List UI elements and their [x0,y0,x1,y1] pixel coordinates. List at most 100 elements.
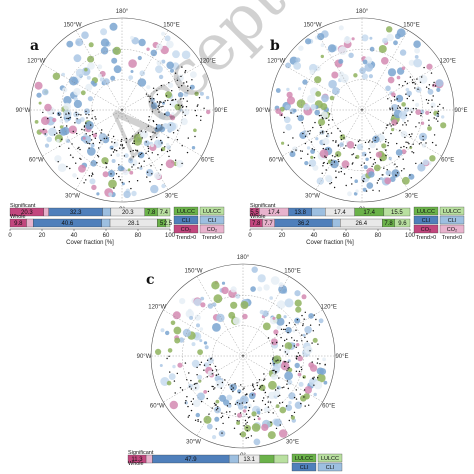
land-pixel [150,143,154,148]
significance-dot [309,350,311,352]
land-pixel [415,102,420,107]
legend-label: LULCC [177,209,195,215]
legend-swatch [173,206,199,216]
significance-dot [164,146,166,148]
polar-map: 180°150°E120°E90°E60°E30°E0°30°W60°W90°W… [137,255,349,459]
significance-dot [78,113,80,116]
significance-dot [335,140,337,142]
significance-dot [300,366,302,368]
row-label: Significant [10,203,36,209]
significance-dot [69,116,71,119]
row-label: Whole [250,214,266,220]
significance-dot [141,137,143,139]
significance-dot [188,372,190,374]
significance-dot [229,411,231,413]
significance-dot [437,110,440,113]
land-pixel [101,157,109,165]
significance-dot [88,114,90,116]
land-pixel [170,68,174,73]
land-pixel [271,365,280,374]
x-tick-label: 40 [311,233,318,239]
significance-dot [198,97,201,99]
significance-dot [169,103,172,106]
land-pixel [172,364,176,369]
significance-dot [240,384,242,386]
land-pixel [69,76,78,86]
land-pixel [111,57,118,64]
significance-dot [197,419,199,421]
significance-dot [187,85,189,87]
significance-dot [274,389,277,391]
significance-dot [367,141,370,143]
land-pixel [164,35,171,42]
land-pixel [159,126,166,133]
significance-dot [203,364,206,366]
land-pixel [295,57,301,63]
significance-dot [115,173,118,175]
segment-value: 11.3 [131,457,143,463]
land-pixel [318,318,324,324]
significance-dot [247,417,250,419]
significance-dot [147,95,149,97]
segment-value: 13.8 [294,210,306,216]
meridian-line [121,109,202,157]
land-pixel [338,46,348,55]
land-pixel [283,348,290,355]
significance-dot [111,148,113,150]
significance-dot [415,126,417,128]
significance-dot [285,405,288,407]
land-pixel [322,357,326,362]
land-pixel [240,301,249,309]
significance-dot [220,416,222,419]
land-pixel [139,70,146,76]
land-pixel [399,49,407,56]
significance-dot [74,122,76,124]
x-tick-label: 60 [103,233,110,239]
land-pixel [214,406,221,414]
land-pixel [112,46,121,56]
land-pixel [244,405,248,409]
significance-dot [303,376,305,379]
significance-dot [85,110,87,113]
significance-dot [399,106,401,109]
significance-dot [322,165,324,167]
significance-dot [400,170,403,172]
land-pixel [203,362,210,368]
significance-dot [330,182,333,184]
land-pixel [406,90,412,97]
significance-dot [377,179,379,182]
land-pixel [128,59,137,68]
significance-dot [182,98,185,100]
significance-dot [272,369,274,372]
land-pixel [207,303,214,309]
significance-dot [432,95,434,97]
significance-dot [196,366,198,369]
significance-dot [304,142,307,145]
significance-dot [313,149,315,151]
land-pixel [178,337,185,343]
longitude-label: 150°E [284,268,300,274]
meridian-line [121,63,202,111]
significance-dot [428,119,430,121]
significance-dot [132,149,134,152]
significance-dot [174,392,176,394]
significance-dot [163,101,165,104]
land-pixel [272,355,282,364]
land-pixel [359,67,366,74]
land-pixel [415,109,422,115]
significance-dot [262,379,265,381]
significance-dot [407,120,409,122]
segment-value: 32.3 [70,210,82,216]
significance-dot [190,379,192,382]
land-pixel [315,137,319,141]
legend-swatch [199,224,225,234]
significance-dot [221,415,224,417]
land-pixel [169,400,178,410]
significance-dot [373,158,375,161]
land-pixel [204,345,209,350]
land-pixel [212,302,217,307]
meridian-line [121,109,169,190]
land-pixel [44,132,48,137]
legend-swatch [199,206,225,216]
